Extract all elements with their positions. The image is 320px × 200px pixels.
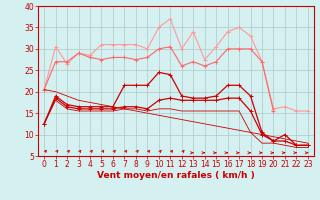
X-axis label: Vent moyen/en rafales ( km/h ): Vent moyen/en rafales ( km/h ) [97, 171, 255, 180]
